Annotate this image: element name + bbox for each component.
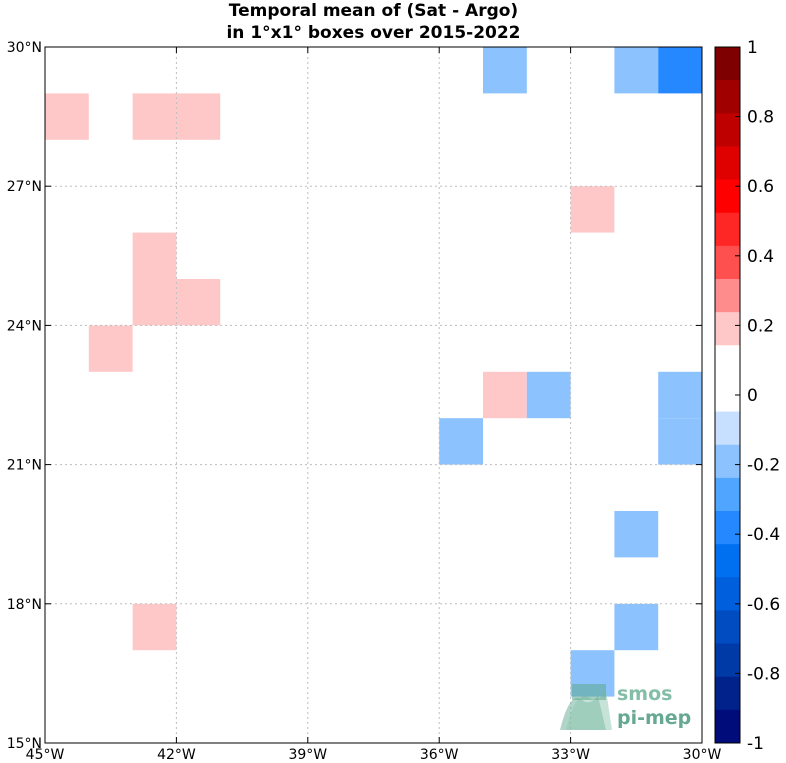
- colorbar-segment: [715, 279, 740, 313]
- colorbar-tick-label: 0: [747, 386, 758, 406]
- colorbar-tick-label: 0.8: [747, 108, 774, 128]
- colorbar-segment: [715, 47, 740, 81]
- data-cell: [45, 93, 89, 140]
- x-tick-label: 30°W: [683, 747, 722, 763]
- x-tick-label: 33°W: [551, 747, 590, 763]
- colorbar-tick-label: -0.2: [747, 456, 780, 476]
- logo-waves-icon: [560, 684, 612, 730]
- chart-title-line-2: in 1°x1° boxes over 2015-2022: [226, 23, 521, 43]
- colorbar-segment: [715, 610, 740, 644]
- data-cell: [526, 371, 571, 419]
- colorbar-segment: [715, 80, 740, 114]
- logo-text-pimep: pi-mep: [617, 707, 691, 729]
- colorbar-segment: [715, 709, 740, 744]
- colorbar-segment: [715, 444, 740, 479]
- colorbar-segment: [715, 544, 740, 578]
- chart-title-line-1: Temporal mean of (Sat - Argo): [228, 1, 519, 21]
- colorbar-segment: [715, 477, 740, 512]
- colorbar-segment: [715, 643, 740, 678]
- colorbar-segment: [715, 577, 740, 611]
- data-cells: [45, 47, 702, 697]
- colorbar-tick-label: -0.8: [747, 664, 780, 684]
- colorbar-segment: [715, 676, 740, 711]
- chart-title: Temporal mean of (Sat - Argo) in 1°x1° b…: [45, 0, 702, 44]
- data-cell: [132, 279, 177, 326]
- colorbar-tick-label: 0.4: [747, 247, 774, 267]
- colorbar-segment: [715, 245, 740, 280]
- data-cell: [176, 93, 221, 140]
- y-tick-label: 30°N: [7, 40, 42, 56]
- x-tick-label: 42°W: [157, 747, 196, 763]
- colorbar-tick-label: -0.6: [747, 595, 780, 615]
- data-cell: [658, 371, 702, 419]
- data-cell: [483, 371, 527, 419]
- x-tick-label: 36°W: [420, 747, 459, 763]
- y-tick-label: 24°N: [7, 318, 42, 334]
- logo-text-smos: smos: [617, 683, 672, 705]
- x-tick-label: 45°W: [26, 747, 65, 763]
- colorbar-segment: [715, 179, 740, 214]
- x-tick-label: 39°W: [288, 747, 327, 763]
- y-tick-label: 21°N: [7, 458, 42, 474]
- data-cell: [439, 418, 483, 465]
- colorbar-tick-label: 0.2: [747, 316, 774, 336]
- gridlines: [45, 47, 702, 743]
- y-tick-label: 15°N: [7, 736, 42, 752]
- y-tick-label: 18°N: [7, 597, 42, 613]
- colorbar-segment: [715, 345, 740, 379]
- colorbar-tick-label: -1: [747, 734, 764, 754]
- data-cell: [132, 603, 177, 651]
- y-tick-label: 27°N: [7, 179, 42, 195]
- colorbar-segment: [715, 113, 740, 147]
- data-cell: [614, 47, 659, 94]
- colorbar-tick-label: -0.4: [747, 525, 780, 545]
- colorbar-segment: [715, 146, 740, 180]
- data-cell: [614, 603, 659, 651]
- colorbar-tick-label: 0.6: [747, 177, 774, 197]
- data-cell: [88, 325, 133, 372]
- colorbar: 1 0.8 0.6 0.4 0.2 0 -0.2 -0.4 -0.6 -0.8 -1: [714, 38, 780, 754]
- data-cell: [132, 93, 177, 140]
- data-cell: [658, 47, 702, 94]
- data-cell: [176, 279, 221, 326]
- smos-pimep-logo: smos pi-mep: [560, 683, 691, 730]
- plot-frame: [44, 46, 703, 744]
- data-cell: [614, 511, 659, 558]
- data-cell: [570, 186, 615, 233]
- data-cell: [483, 47, 527, 94]
- data-cell: [132, 232, 177, 279]
- colorbar-segment: [715, 312, 740, 346]
- colorbar-segment: [715, 411, 740, 446]
- colorbar-segment: [715, 212, 740, 247]
- colorbar-segment: [715, 511, 740, 545]
- colorbar-tick-label: 1: [747, 38, 758, 58]
- axis-ticks: 45°W 42°W 39°W 36°W 33°W 30°W 15°N 18°N 21°N 24°N…: [7, 40, 722, 763]
- data-cell: [658, 418, 702, 465]
